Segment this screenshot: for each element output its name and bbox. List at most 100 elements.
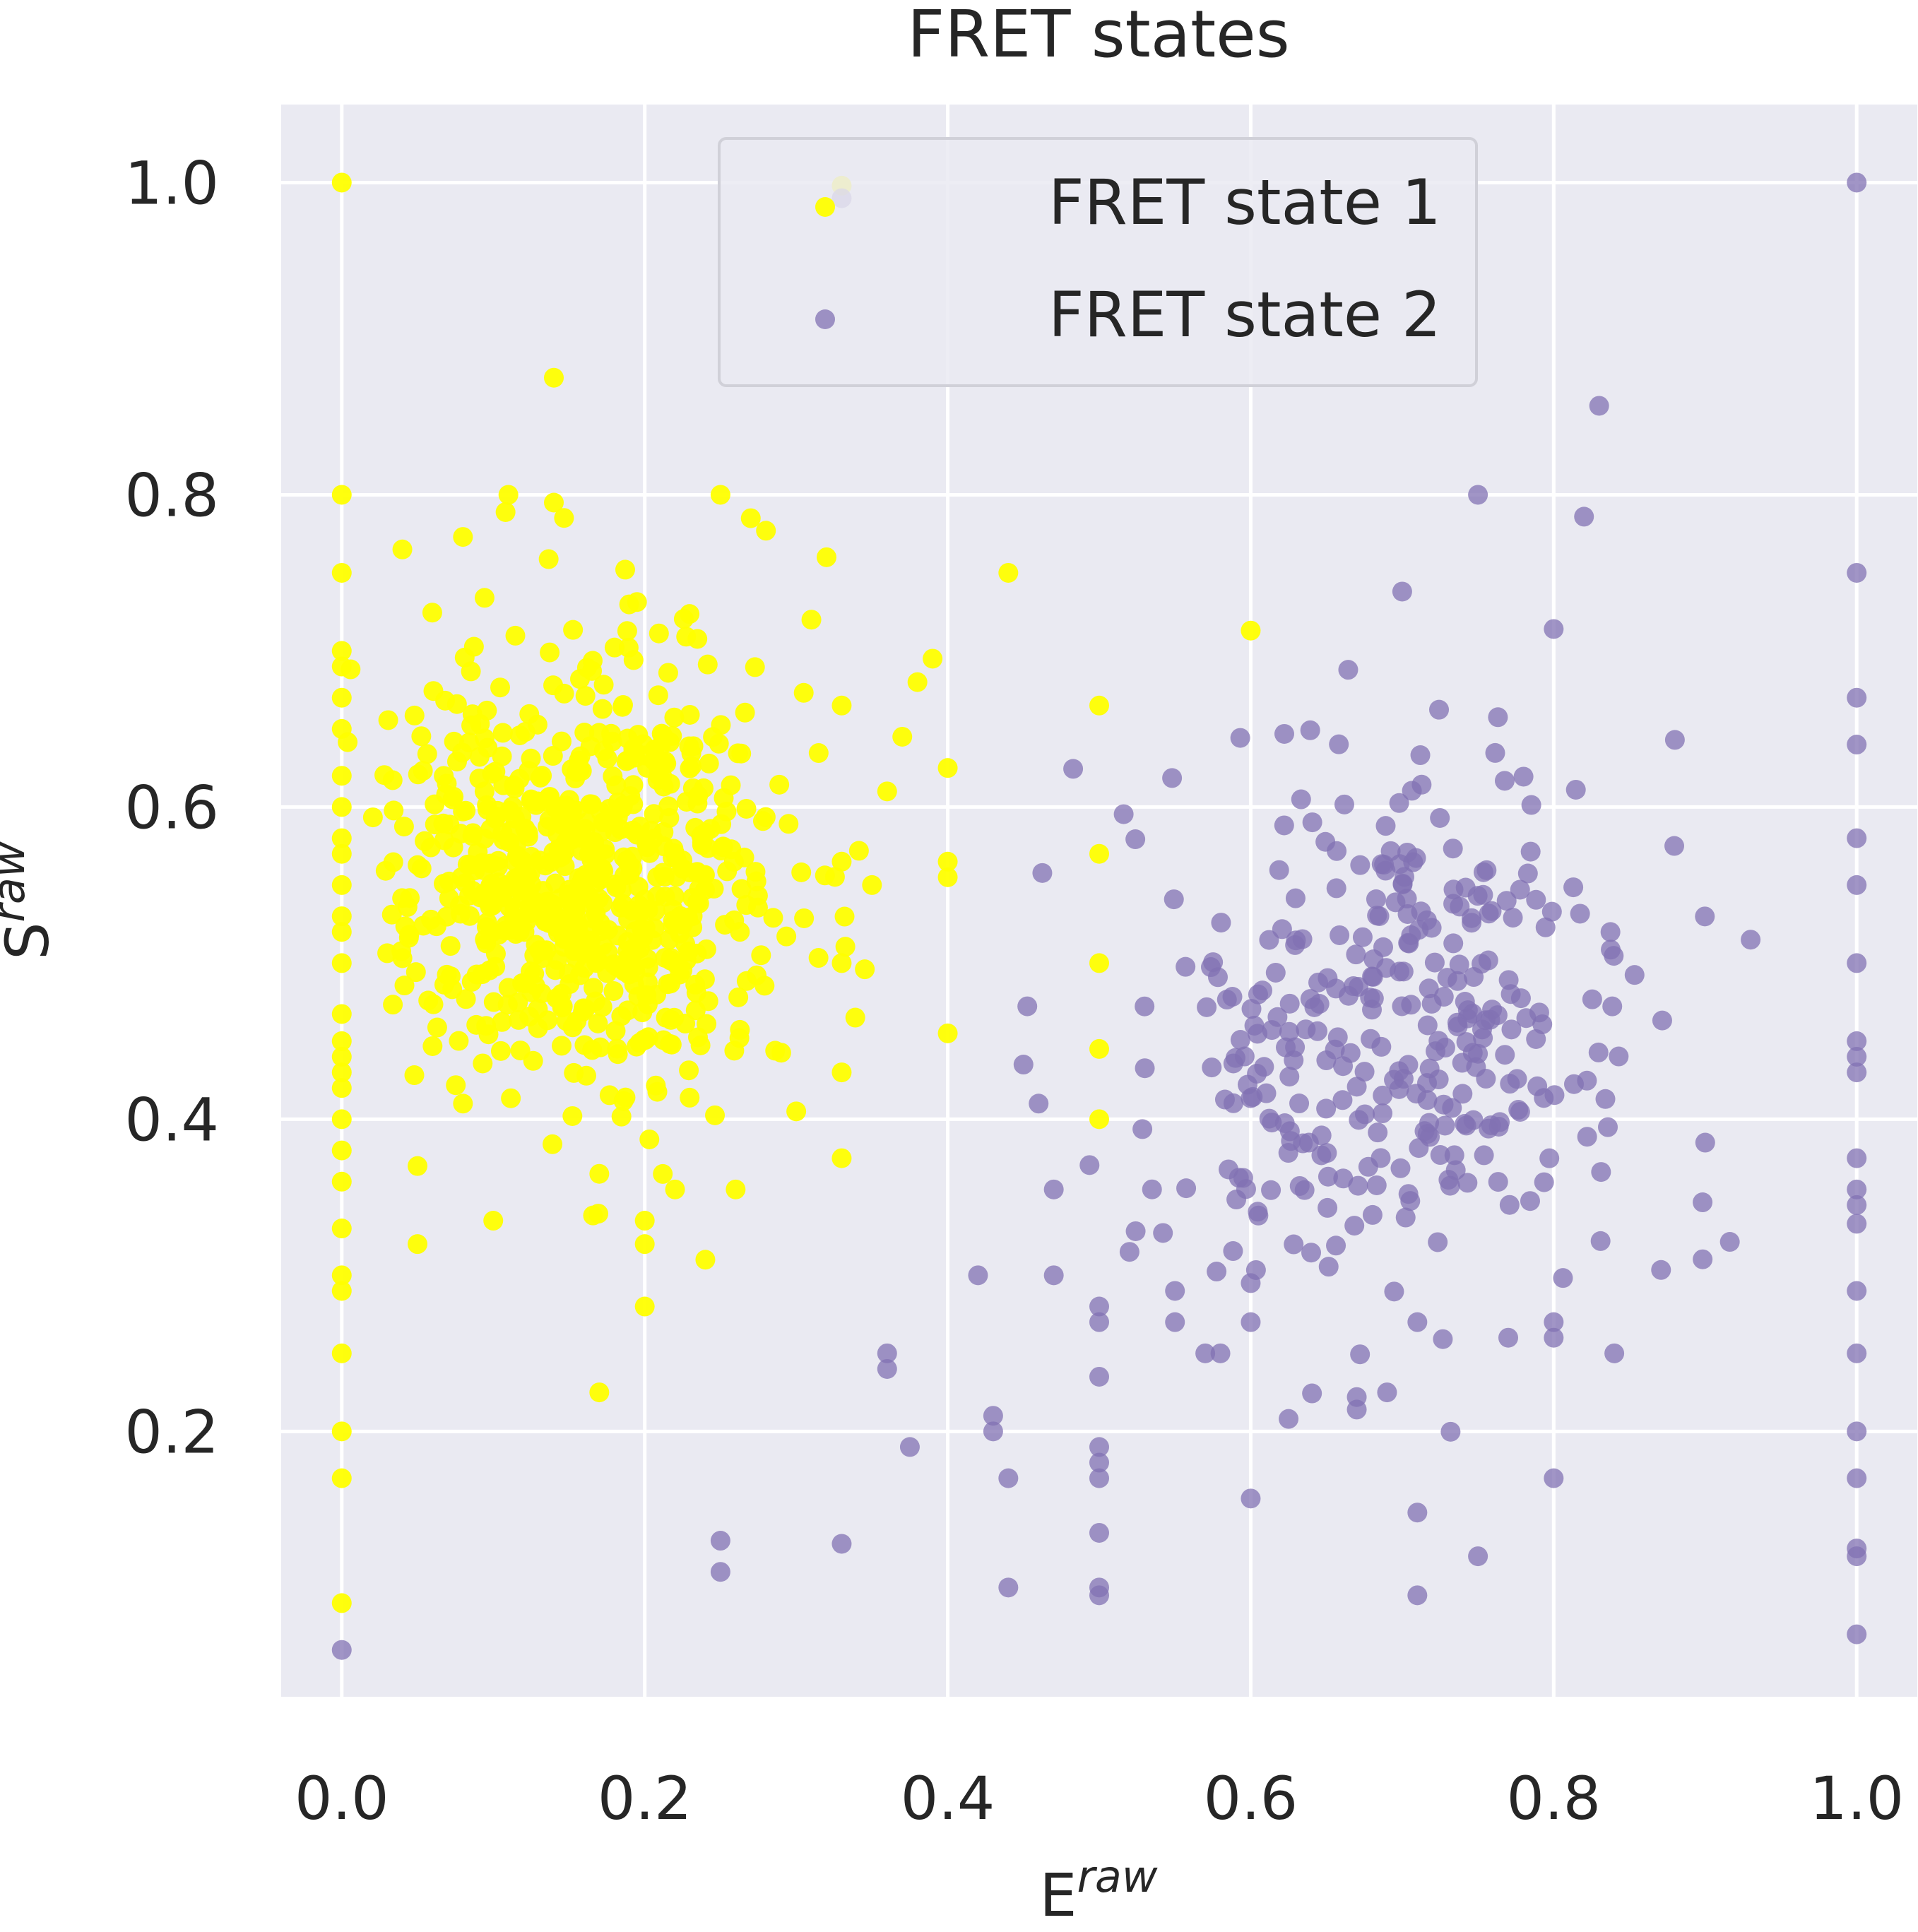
data-point [1017, 996, 1038, 1017]
data-point [831, 1148, 852, 1168]
data-point [1847, 1624, 1867, 1644]
data-point [501, 918, 521, 939]
data-point [1398, 1184, 1419, 1204]
y-axis-label-base: S [0, 922, 62, 959]
data-point [1407, 1312, 1428, 1332]
data-point [634, 1211, 655, 1231]
data-point [1488, 1172, 1508, 1192]
data-point [413, 761, 433, 781]
data-point [538, 549, 559, 569]
data-point [680, 604, 700, 624]
data-point [680, 1087, 700, 1108]
data-point [1510, 879, 1530, 900]
data-point [434, 766, 454, 786]
data-point [1526, 889, 1546, 910]
data-point [415, 831, 435, 851]
data-point [855, 959, 875, 980]
data-point [751, 945, 771, 966]
data-point [532, 766, 552, 786]
data-point [422, 603, 442, 623]
data-point [1419, 978, 1439, 999]
data-point [523, 897, 543, 918]
data-point [831, 851, 852, 872]
data-point [331, 1140, 352, 1161]
data-point [1285, 935, 1306, 955]
data-point [1125, 1221, 1146, 1241]
data-point [1289, 1175, 1310, 1196]
data-point [634, 1234, 655, 1255]
data-point [639, 1129, 660, 1149]
data-point [497, 995, 518, 1015]
data-point [453, 801, 473, 822]
data-point [1113, 804, 1134, 824]
data-point [1371, 1148, 1391, 1168]
data-point [1230, 1030, 1250, 1050]
data-point [1089, 1038, 1109, 1059]
data-point [1847, 1281, 1867, 1301]
data-point [331, 922, 352, 942]
data-point [1407, 1503, 1428, 1523]
data-point [1597, 1117, 1618, 1137]
data-point [381, 904, 402, 925]
data-point [1269, 860, 1289, 880]
data-point [644, 804, 664, 824]
data-point [331, 1281, 352, 1301]
data-point [638, 900, 658, 920]
data-point [383, 995, 403, 1015]
data-point [1329, 734, 1349, 754]
data-point [538, 1010, 558, 1031]
data-point [726, 1179, 746, 1199]
data-point [1285, 1037, 1306, 1057]
data-point [1847, 1179, 1867, 1199]
data-point [1248, 1024, 1268, 1044]
data-point [521, 789, 541, 810]
data-point [699, 753, 719, 774]
data-point [1346, 1399, 1367, 1420]
data-point [575, 819, 596, 839]
data-point [623, 775, 644, 795]
data-point [735, 702, 755, 723]
data-point [544, 367, 564, 388]
data-point [551, 731, 572, 752]
data-point [755, 807, 776, 827]
data-point [582, 1040, 603, 1060]
y-tick-label: 1.0 [124, 148, 219, 218]
data-point [877, 1343, 897, 1363]
data-point [543, 746, 563, 766]
data-point [417, 744, 437, 764]
data-point [1302, 1383, 1322, 1404]
legend: FRET state 1 FRET state 2 [718, 137, 1478, 387]
data-point [1479, 903, 1499, 924]
data-point [1197, 997, 1217, 1017]
data-point [1089, 1312, 1109, 1332]
data-point [393, 817, 414, 837]
data-point [1089, 695, 1109, 716]
data-point [659, 807, 680, 828]
data-point [983, 1406, 1003, 1426]
data-point [593, 893, 613, 913]
data-point [1241, 1312, 1261, 1332]
data-point [1369, 906, 1390, 926]
data-point [544, 492, 564, 513]
data-point [453, 527, 473, 547]
data-point [562, 1106, 583, 1126]
data-point [779, 814, 799, 834]
data-point [1029, 1094, 1049, 1114]
data-point [617, 621, 637, 641]
data-point [771, 1043, 791, 1063]
data-point [1847, 953, 1867, 973]
data-point [1119, 1242, 1139, 1262]
data-point [730, 1019, 750, 1040]
data-point [714, 788, 734, 808]
data-point [1664, 836, 1685, 856]
data-point [1226, 1190, 1247, 1210]
data-point [1398, 932, 1419, 953]
data-point [552, 997, 572, 1018]
data-point [740, 508, 761, 528]
data-point [937, 851, 958, 872]
data-point [615, 959, 636, 980]
data-point [564, 1062, 584, 1083]
data-point [509, 848, 529, 869]
data-point [1526, 1029, 1546, 1049]
data-point [374, 765, 395, 786]
